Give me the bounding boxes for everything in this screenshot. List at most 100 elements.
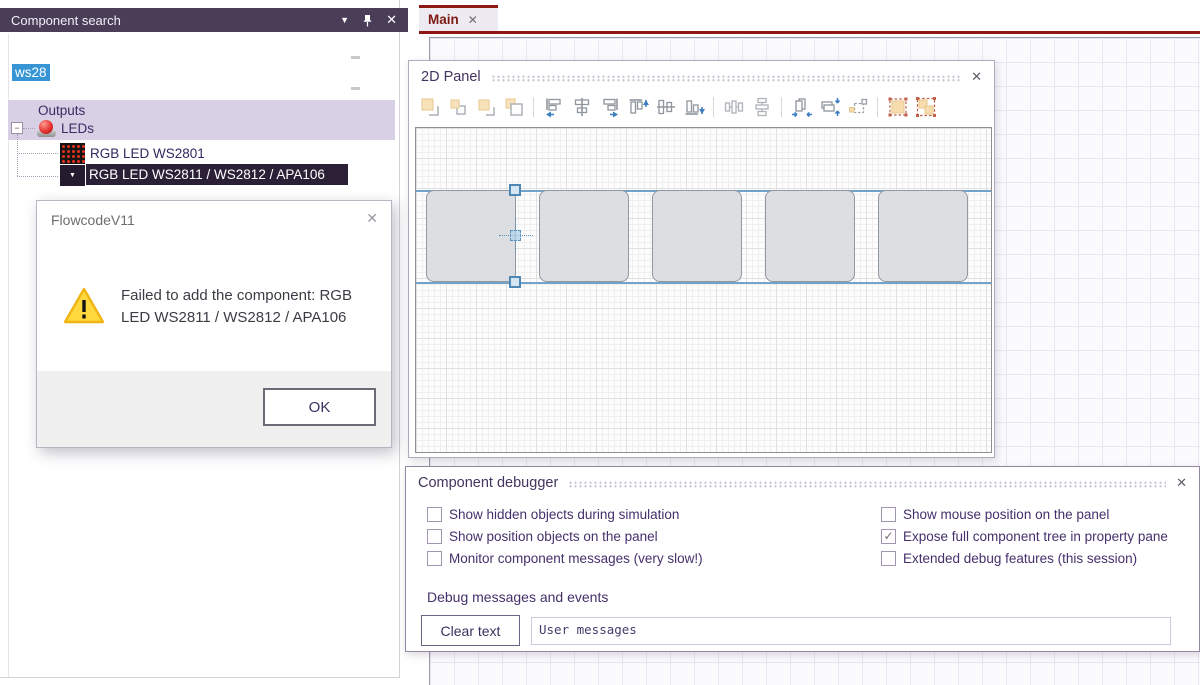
tab-underline <box>419 31 1200 34</box>
tab-main[interactable]: Main ✕ <box>419 5 498 31</box>
dialog-message: Failed to add the component: RGB LED WS2… <box>121 287 352 326</box>
ungroup-icon[interactable] <box>913 95 938 120</box>
align-right-icon[interactable] <box>597 95 622 120</box>
align-middle-icon[interactable] <box>653 95 678 120</box>
splitter-grip[interactable] <box>351 87 360 90</box>
panel-inner-border <box>8 34 9 677</box>
drag-texture[interactable] <box>490 74 962 82</box>
debugger-titlebar[interactable]: Component debugger ✕ <box>406 467 1199 495</box>
drag-texture[interactable] <box>568 480 1167 488</box>
selection-guide-bottom <box>416 282 991 284</box>
toolbar-separator <box>877 97 878 117</box>
flowcode-dialog: FlowcodeV11 ✕ Failed to add the componen… <box>36 200 392 448</box>
dropdown-glyph: ▼ <box>69 172 76 179</box>
tree-connector <box>17 153 58 154</box>
selection-handle-top[interactable] <box>509 184 521 196</box>
ws2801-component-icon <box>60 143 85 164</box>
splitter-grip[interactable] <box>351 56 360 59</box>
toolbar-separator <box>533 97 534 117</box>
debugger-checkbox-column-left: Show hidden objects during simulation Sh… <box>427 503 703 569</box>
align-bottom-icon[interactable] <box>681 95 706 120</box>
canvas-top-border <box>429 37 1200 38</box>
checkbox-row: ✓ Expose full component tree in property… <box>881 525 1168 547</box>
tree-collapse-icon[interactable]: − <box>11 122 23 134</box>
component-search-close-icon[interactable]: ✕ <box>386 12 397 27</box>
tree-connector <box>23 128 35 129</box>
checkbox-row: Extended debug features (this session) <box>881 547 1168 569</box>
led-component[interactable] <box>652 190 742 282</box>
checkbox-label: Show position objects on the panel <box>449 528 658 544</box>
debugger-close-icon[interactable]: ✕ <box>1176 475 1187 490</box>
tree-item-ws2801[interactable]: RGB LED WS2801 <box>90 146 205 161</box>
component-search-title: Component search <box>11 12 121 28</box>
led-component[interactable] <box>539 190 629 282</box>
debugger-title: Component debugger <box>418 475 559 491</box>
tab-main-label: Main <box>428 12 459 27</box>
panel-2d-titlebar[interactable]: 2D Panel ✕ <box>409 61 994 89</box>
align-top-icon[interactable] <box>625 95 650 120</box>
dialog-footer: OK <box>37 371 391 447</box>
snap-to-grid-icon[interactable] <box>845 95 870 120</box>
dialog-title: FlowcodeV11 <box>51 212 135 228</box>
selection-handle-bottom[interactable] <box>509 276 521 288</box>
panel-2d-title: 2D Panel <box>421 69 481 85</box>
toolbar-separator <box>781 97 782 117</box>
ws2811-dropdown-icon[interactable]: ▼ <box>60 165 85 186</box>
checkbox-row: Show hidden objects during simulation <box>427 503 703 525</box>
distribute-vertical-icon[interactable] <box>749 95 774 120</box>
checkbox-row: Monitor component messages (very slow!) <box>427 547 703 569</box>
checkbox-label: Show hidden objects during simulation <box>449 506 680 522</box>
warning-icon <box>63 287 105 325</box>
anchor-crosshair <box>499 219 533 253</box>
ok-button[interactable]: OK <box>263 388 376 426</box>
debugger-checkbox-column-right: Show mouse position on the panel ✓ Expos… <box>881 503 1168 569</box>
checkbox-label: Expose full component tree in property p… <box>903 528 1168 544</box>
tab-close-icon[interactable]: ✕ <box>467 12 478 27</box>
clear-text-button[interactable]: Clear text <box>421 615 520 646</box>
debug-messages-label: Debug messages and events <box>427 589 609 605</box>
panel-2d-close-icon[interactable]: ✕ <box>971 69 982 84</box>
checkbox-label: Monitor component messages (very slow!) <box>449 550 703 566</box>
checkbox-expose-component-tree[interactable]: ✓ <box>881 528 896 544</box>
bring-to-front-icon[interactable] <box>417 95 442 120</box>
checkbox-show-position-objects[interactable] <box>427 528 442 544</box>
checkbox-label: Extended debug features (this session) <box>903 550 1138 566</box>
bring-forward-icon[interactable] <box>445 95 470 120</box>
tree-item-outputs[interactable]: Outputs <box>38 103 86 118</box>
led-component[interactable] <box>878 190 968 282</box>
dialog-close-icon[interactable]: ✕ <box>366 210 378 226</box>
checkbox-show-mouse-position[interactable] <box>881 506 896 522</box>
debug-log-field[interactable]: User messages <box>531 617 1171 645</box>
checkbox-show-hidden-objects[interactable] <box>427 506 442 522</box>
checkbox-row: Show mouse position on the panel <box>881 503 1168 525</box>
tree-item-ws2811-selected[interactable]: RGB LED WS2811 / WS2812 / APA106 <box>86 164 348 185</box>
pin-icon[interactable] <box>362 14 373 27</box>
component-debugger-panel: Component debugger ✕ Show hidden objects… <box>405 466 1200 652</box>
send-to-back-icon[interactable] <box>501 95 526 120</box>
checkbox-extended-debug[interactable] <box>881 550 896 566</box>
panel-2d-toolbar <box>413 91 990 123</box>
align-center-horizontal-icon[interactable] <box>569 95 594 120</box>
component-search-titlebar[interactable]: Component search ▼ ✕ <box>0 8 408 32</box>
checkbox-label: Show mouse position on the panel <box>903 506 1110 522</box>
panel-2d: 2D Panel ✕ <box>408 60 995 458</box>
group-icon[interactable] <box>885 95 910 120</box>
led-component-clipped[interactable] <box>991 190 992 282</box>
led-component[interactable] <box>765 190 855 282</box>
space-horizontal-icon[interactable] <box>789 95 814 120</box>
space-vertical-icon[interactable] <box>817 95 842 120</box>
tree-highlight-band <box>8 100 395 140</box>
window-menu-icon[interactable]: ▼ <box>340 15 350 25</box>
search-input[interactable]: ws28 <box>12 64 50 81</box>
align-left-icon[interactable] <box>541 95 566 120</box>
checkbox-monitor-messages[interactable] <box>427 550 442 566</box>
distribute-horizontal-icon[interactable] <box>721 95 746 120</box>
led-component[interactable] <box>426 190 516 282</box>
panel-2d-canvas[interactable] <box>415 127 992 453</box>
send-backward-icon[interactable] <box>473 95 498 120</box>
tree-item-leds[interactable]: LEDs <box>61 121 95 136</box>
tree-connector <box>17 134 18 176</box>
checkbox-row: Show position objects on the panel <box>427 525 703 547</box>
led-category-icon <box>36 120 57 139</box>
